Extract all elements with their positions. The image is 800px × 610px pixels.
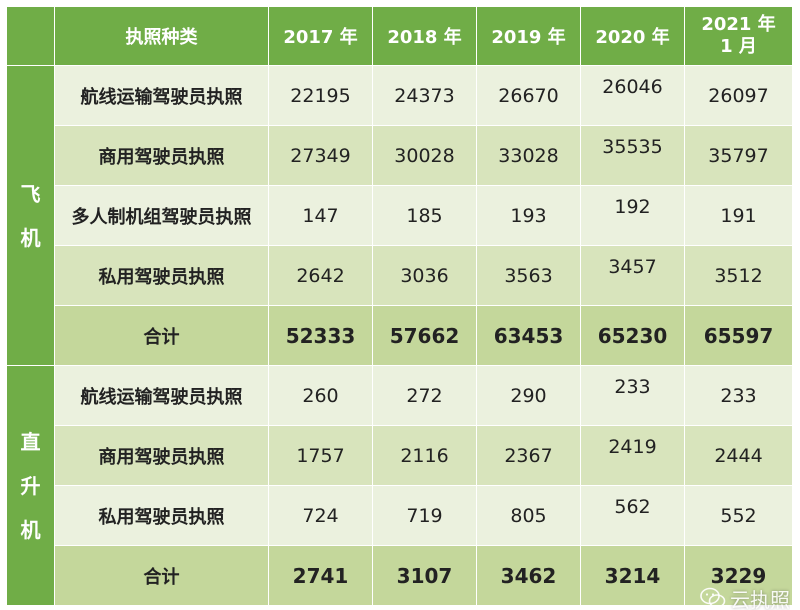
license-table: 执照种类 2017 年 2018 年 2019 年 2020 年 2021 年 … [6, 6, 793, 606]
value-cell: 272 [372, 365, 477, 426]
header-type-label: 执照种类 [54, 6, 269, 66]
total-row: 合计 2741 3107 3462 3214 3229 [7, 545, 793, 606]
value-cell: 26097 [684, 65, 793, 126]
value-cell: 147 [268, 185, 373, 246]
value-cell: 3462 [476, 545, 581, 606]
group-label-char: 机 [20, 225, 41, 250]
value-cell: 3229 [684, 545, 793, 606]
table-row: 私用驾驶员执照 2642 3036 3563 3457 3512 [7, 245, 793, 306]
value-cell: 2419 [580, 425, 685, 486]
value-cell: 3036 [372, 245, 477, 306]
value-cell: 3107 [372, 545, 477, 606]
value-cell: 26046 [580, 65, 685, 126]
value-cell: 2116 [372, 425, 477, 486]
value-cell: 3457 [580, 245, 685, 306]
value-cell: 35797 [684, 125, 793, 186]
group-label-char: 机 [20, 517, 41, 542]
header-row: 执照种类 2017 年 2018 年 2019 年 2020 年 2021 年 … [6, 6, 793, 66]
value-cell: 233 [684, 365, 793, 426]
license-type-cell: 商用驾驶员执照 [54, 425, 269, 486]
value-cell: 2444 [684, 425, 793, 486]
value-cell: 30028 [372, 125, 477, 186]
header-year-2017: 2017 年 [268, 6, 373, 66]
header-corner [6, 6, 55, 66]
value-cell: 65597 [684, 305, 793, 366]
value-cell: 1757 [268, 425, 373, 486]
value-cell: 2642 [268, 245, 373, 306]
value-cell: 290 [476, 365, 581, 426]
header-year-2019: 2019 年 [476, 6, 581, 66]
license-type-cell: 多人制机组驾驶员执照 [54, 185, 269, 246]
value-cell: 52333 [268, 305, 373, 366]
table-row: 多人制机组驾驶员执照 147 185 193 192 191 [7, 185, 793, 246]
total-label-cell: 合计 [54, 305, 269, 366]
header-year-2018: 2018 年 [372, 6, 477, 66]
watermark-text: 云执照 [730, 587, 790, 610]
value-cell: 192 [580, 185, 685, 246]
table-body: 飞机航线运输驾驶员执照 22195 24373 26670 26046 26097 商用驾驶… [6, 65, 793, 606]
value-cell: 185 [372, 185, 477, 246]
value-cell: 552 [684, 485, 793, 546]
value-cell: 193 [476, 185, 581, 246]
wechat-icon [700, 587, 726, 609]
value-cell: 260 [268, 365, 373, 426]
value-cell: 724 [268, 485, 373, 546]
value-cell: 2367 [476, 425, 581, 486]
group-label-cell: 直升机 [6, 365, 55, 606]
table-row: 商用驾驶员执照 27349 30028 33028 35535 35797 [7, 125, 793, 186]
watermark: 云执照 [700, 586, 790, 610]
table-row: 商用驾驶员执照 1757 2116 2367 2419 2444 [7, 425, 793, 486]
value-cell: 35535 [580, 125, 685, 186]
value-cell: 65230 [580, 305, 685, 366]
license-type-cell: 私用驾驶员执照 [54, 485, 269, 546]
table-row: 私用驾驶员执照 724 719 805 562 552 [7, 485, 793, 546]
value-cell: 22195 [268, 65, 373, 126]
license-type-cell: 私用驾驶员执照 [54, 245, 269, 306]
value-cell: 3214 [580, 545, 685, 606]
group-label-cell: 飞机 [6, 65, 55, 366]
table-row: 直升机航线运输驾驶员执照 260 272 290 233 233 [6, 365, 793, 606]
value-cell: 719 [372, 485, 477, 546]
group-label-char: 升 [20, 473, 41, 498]
value-cell: 3512 [684, 245, 793, 306]
license-type-cell: 航线运输驾驶员执照 [54, 365, 269, 426]
group-label-char: 飞 [20, 181, 41, 206]
value-cell: 27349 [268, 125, 373, 186]
table-row: 飞机航线运输驾驶员执照 22195 24373 26670 26046 26097 [6, 65, 793, 366]
value-cell: 57662 [372, 305, 477, 366]
header-month-jan: 1 月 [720, 36, 757, 57]
value-cell: 63453 [476, 305, 581, 366]
header-year-2020: 2020 年 [580, 6, 685, 66]
header-year-2021: 2021 年 [701, 14, 776, 35]
value-cell: 26670 [476, 65, 581, 126]
value-cell: 562 [580, 485, 685, 546]
header-year-2021-jan: 2021 年 1 月 [684, 6, 793, 66]
value-cell: 2741 [268, 545, 373, 606]
value-cell: 805 [476, 485, 581, 546]
total-label-cell: 合计 [54, 545, 269, 606]
value-cell: 3563 [476, 245, 581, 306]
value-cell: 233 [580, 365, 685, 426]
value-cell: 33028 [476, 125, 581, 186]
license-type-cell: 航线运输驾驶员执照 [54, 65, 269, 126]
group-label-char: 直 [20, 429, 41, 454]
value-cell: 24373 [372, 65, 477, 126]
value-cell: 191 [684, 185, 793, 246]
license-type-cell: 商用驾驶员执照 [54, 125, 269, 186]
total-row: 合计 52333 57662 63453 65230 65597 [7, 305, 793, 366]
